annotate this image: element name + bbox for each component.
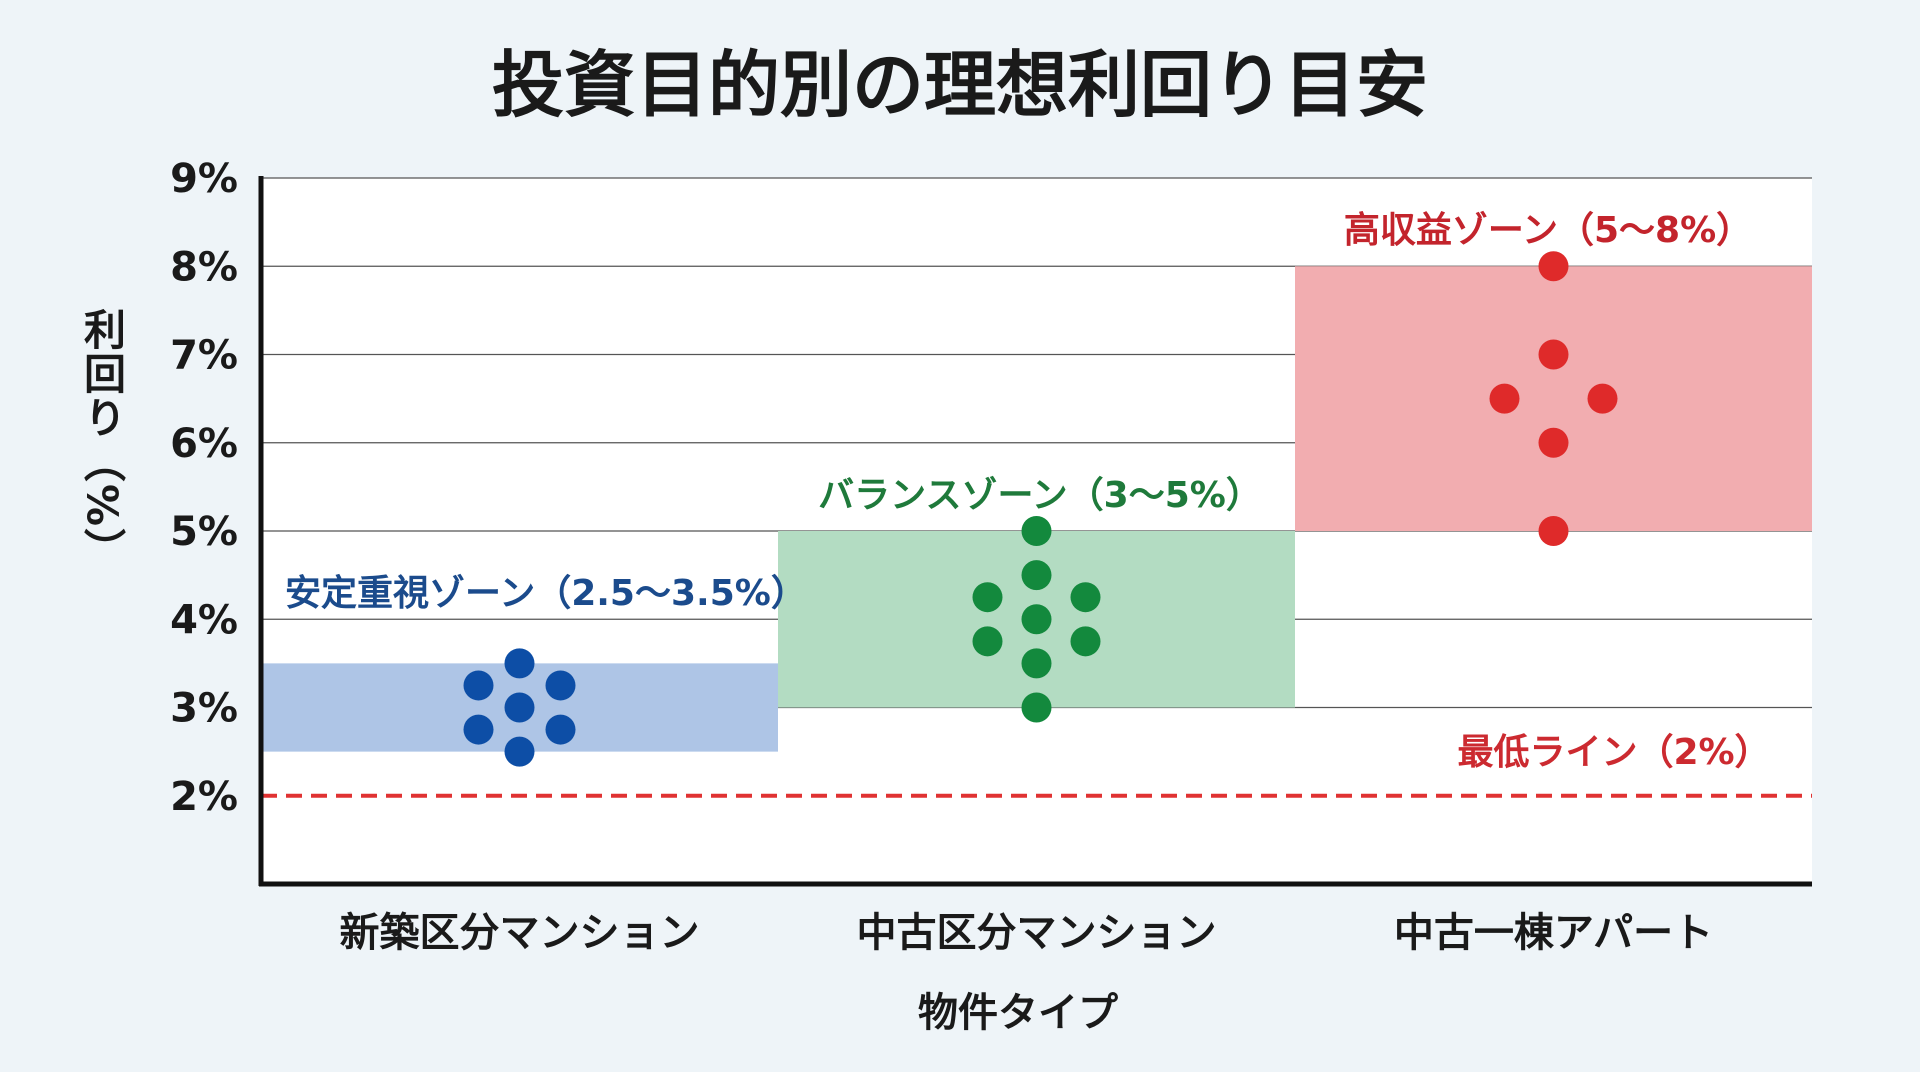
axes: 2% 3% 4% 5% 6% 7% 8% 9% 利回り（%）	[78, 156, 1812, 887]
data-point	[1538, 251, 1569, 282]
data-point	[972, 626, 1003, 657]
data-point	[1021, 604, 1052, 635]
x-axis-label: 物件タイプ	[918, 990, 1118, 1036]
x-tick-label: 中古一棟アパート	[1394, 910, 1713, 956]
y-tick-label: 4%	[170, 597, 238, 643]
chart-title: 投資目的別の理想利回り目安	[492, 43, 1428, 127]
data-point	[1538, 516, 1569, 546]
zone-label: 高収益ゾーン（5〜8%）	[1344, 210, 1752, 251]
y-tick-label: 2%	[170, 774, 238, 820]
data-point	[545, 714, 576, 745]
data-point	[1070, 582, 1101, 613]
data-point	[1021, 692, 1052, 723]
data-point	[504, 648, 535, 679]
data-point	[504, 692, 535, 723]
x-tick-label: 新築区分マンション	[340, 910, 700, 956]
zone-label: 安定重視ゾーン（2.5〜3.5%）	[285, 573, 807, 614]
data-point	[1587, 383, 1618, 414]
minimum-line-label: 最低ライン（2%）	[1457, 732, 1770, 773]
data-point	[463, 714, 494, 745]
y-tick-label: 7%	[170, 333, 238, 379]
labels: 新築区分マンション 中古区分マンション 中古一棟アパート 安定重視ゾーン（2.5〜3.…	[285, 210, 1771, 956]
data-point	[1489, 383, 1520, 414]
data-point	[1538, 339, 1569, 370]
data-points	[463, 251, 1618, 767]
data-point	[1021, 516, 1052, 546]
y-tick-label: 3%	[170, 686, 238, 732]
y-tick-label: 6%	[170, 421, 238, 467]
y-tick-label: 8%	[170, 244, 238, 290]
data-point	[1070, 626, 1101, 657]
y-tick-label: 9%	[170, 156, 238, 202]
zone-band	[1295, 266, 1812, 531]
x-tick-label: 中古区分マンション	[857, 910, 1217, 956]
data-point	[972, 582, 1003, 613]
data-point	[504, 736, 535, 767]
y-axis-label: 利回り（%）	[78, 308, 127, 572]
y-tick-label: 5%	[170, 509, 238, 555]
data-point	[545, 670, 576, 701]
data-point	[1021, 648, 1052, 679]
zone-label: バランスゾーン（3〜5%）	[818, 475, 1262, 516]
data-point	[1538, 427, 1569, 458]
data-point	[463, 670, 494, 701]
data-point	[1021, 560, 1052, 591]
